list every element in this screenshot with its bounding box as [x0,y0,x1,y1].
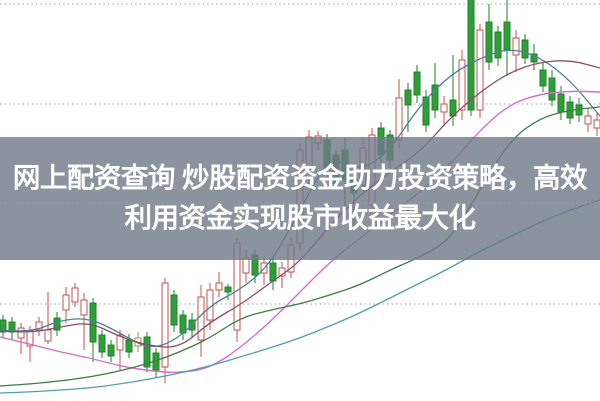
candle-body [242,257,250,274]
candle-body [458,59,466,111]
candle-body [89,302,97,343]
candle-body [422,96,430,126]
candle-body [431,84,439,111]
candle-body [404,89,412,106]
candle-body [215,282,223,291]
candle-body [548,77,556,101]
candle-body [71,287,79,303]
candle-body [467,0,475,111]
candle-body [584,115,592,125]
candle-body [440,103,448,113]
candle-body [125,339,133,353]
candle-body [116,334,124,351]
headline-overlay: 网上配资查询 炒股配资资金助力投资策略，高效 利用资金实现股市收益最大化 [0,137,600,260]
candle-body [143,336,151,368]
candle-body [107,344,115,357]
candle-body [269,262,277,282]
candle-body [539,69,547,87]
candle-body [35,321,43,331]
candle-body [521,39,529,59]
candle-body [80,299,88,316]
candle-body [593,119,600,129]
candle-body [17,327,25,339]
headline-line-1: 网上配资查询 炒股配资资金助力投资策略，高效 [13,162,588,193]
candle-body [170,294,178,326]
candle-body [530,53,538,63]
candle-body [494,31,502,59]
headline-line-2: 利用资金实现股市收益最大化 [125,202,476,233]
candle-body [485,21,493,63]
candle-body [512,37,520,56]
candle-body [179,314,187,334]
candle-body [62,294,70,311]
candle-body [161,282,169,368]
candle-body [98,334,106,353]
candle-body [0,319,7,333]
candle-body [476,29,484,111]
ma-20-magenta [0,90,600,373]
candle-body [413,71,421,96]
candle-body [557,93,565,113]
candle-body [53,317,61,331]
candle-body [224,286,232,293]
headline-overlay-background [0,137,600,260]
candle-body [503,21,511,51]
candle-body [44,329,52,342]
candle-body [197,296,205,341]
